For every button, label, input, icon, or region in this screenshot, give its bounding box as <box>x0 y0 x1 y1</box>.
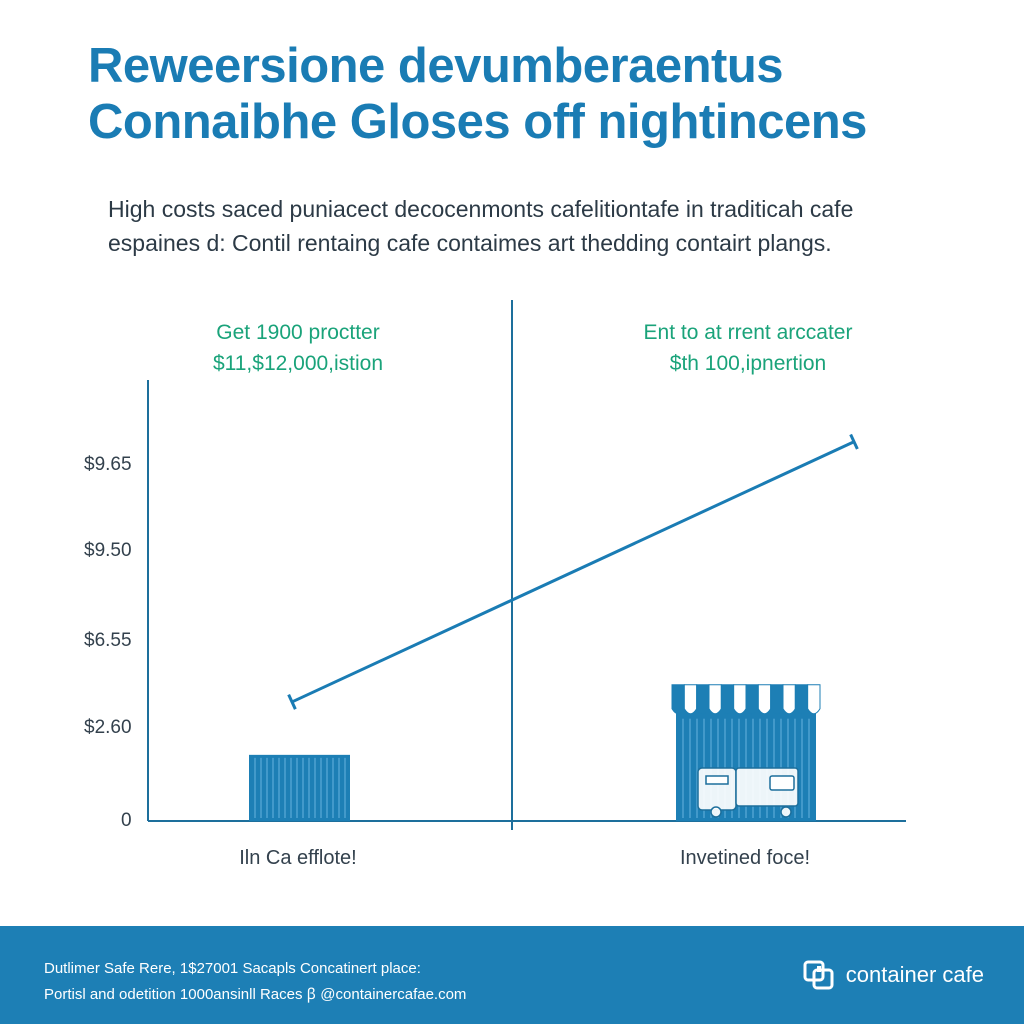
awning-stripe <box>720 684 735 715</box>
awning-stripe <box>807 684 821 715</box>
x-category-label: Invetined foce! <box>680 847 810 869</box>
awning-stripe <box>782 684 796 715</box>
subtitle-line-2: espaines d: Contil rentaing cafe contaim… <box>108 230 832 256</box>
cost-comparison-chart: 0 $2.60 $6.55 $9.50 $9.65 Get 1900 proct… <box>84 300 906 869</box>
awning-stripe <box>671 684 685 715</box>
y-tick-label: $2.60 <box>84 717 132 738</box>
brand-logo[interactable]: container cafe <box>802 958 984 992</box>
brand-name: container cafe <box>845 962 984 987</box>
y-tick-label: 0 <box>121 810 132 831</box>
footer-line-2: Portisl and odetition 1000ansinll Races … <box>44 986 467 1003</box>
page-title: Reweersione devumberaentus Connaibhe Glo… <box>88 38 988 150</box>
awning-icon <box>671 684 821 715</box>
container-cafe-logo-icon <box>803 960 834 990</box>
series-point-start <box>287 694 297 710</box>
awning-stripe <box>696 684 710 715</box>
page-subtitle: High costs saced puniacect decocenmonts … <box>108 192 968 260</box>
annotation-left-line-2: $11,$12,000,istion <box>213 352 383 375</box>
title-line-1: Reweersione devumberaentus <box>88 39 784 93</box>
awning-stripe <box>683 684 698 715</box>
annotation-right-line-1: Ent to at rrent arccater <box>644 321 853 344</box>
annotation-right-line-2: $th 100,ipnertion <box>670 352 826 375</box>
footer-line-1: Dutlimer Safe Rere, 1$27001 Sacapls Conc… <box>44 960 421 977</box>
annotation-left-line-1: Get 1900 proctter <box>216 321 379 344</box>
coffee-cart-icon <box>697 767 799 818</box>
y-tick-label: $9.50 <box>84 540 132 561</box>
footer-text: Dutlimer Safe Rere, 1$27001 Sacapls Conc… <box>44 956 704 1008</box>
x-category-label: Iln Ca efflote! <box>239 847 356 869</box>
shipping-container-icon <box>249 754 350 821</box>
series-point-end <box>849 433 859 450</box>
awning-stripe <box>733 684 747 715</box>
awning-stripe <box>745 684 759 715</box>
y-tick-label: $9.65 <box>84 454 132 475</box>
awning-stripe <box>770 684 784 715</box>
container-ribs <box>254 757 346 818</box>
awning-stripe <box>757 684 772 715</box>
subtitle-line-1: High costs saced puniacect decocenmonts … <box>108 196 854 222</box>
container-cafe-stall-icon <box>671 684 821 821</box>
footer-bar: Dutlimer Safe Rere, 1$27001 Sacapls Conc… <box>0 926 1024 1024</box>
series-line <box>291 440 855 704</box>
title-line-2: Connaibhe Gloses off nightincens <box>88 95 867 149</box>
y-tick-label: $6.55 <box>84 630 132 651</box>
awning-stripe <box>708 684 722 715</box>
awning-stripe <box>794 684 809 715</box>
